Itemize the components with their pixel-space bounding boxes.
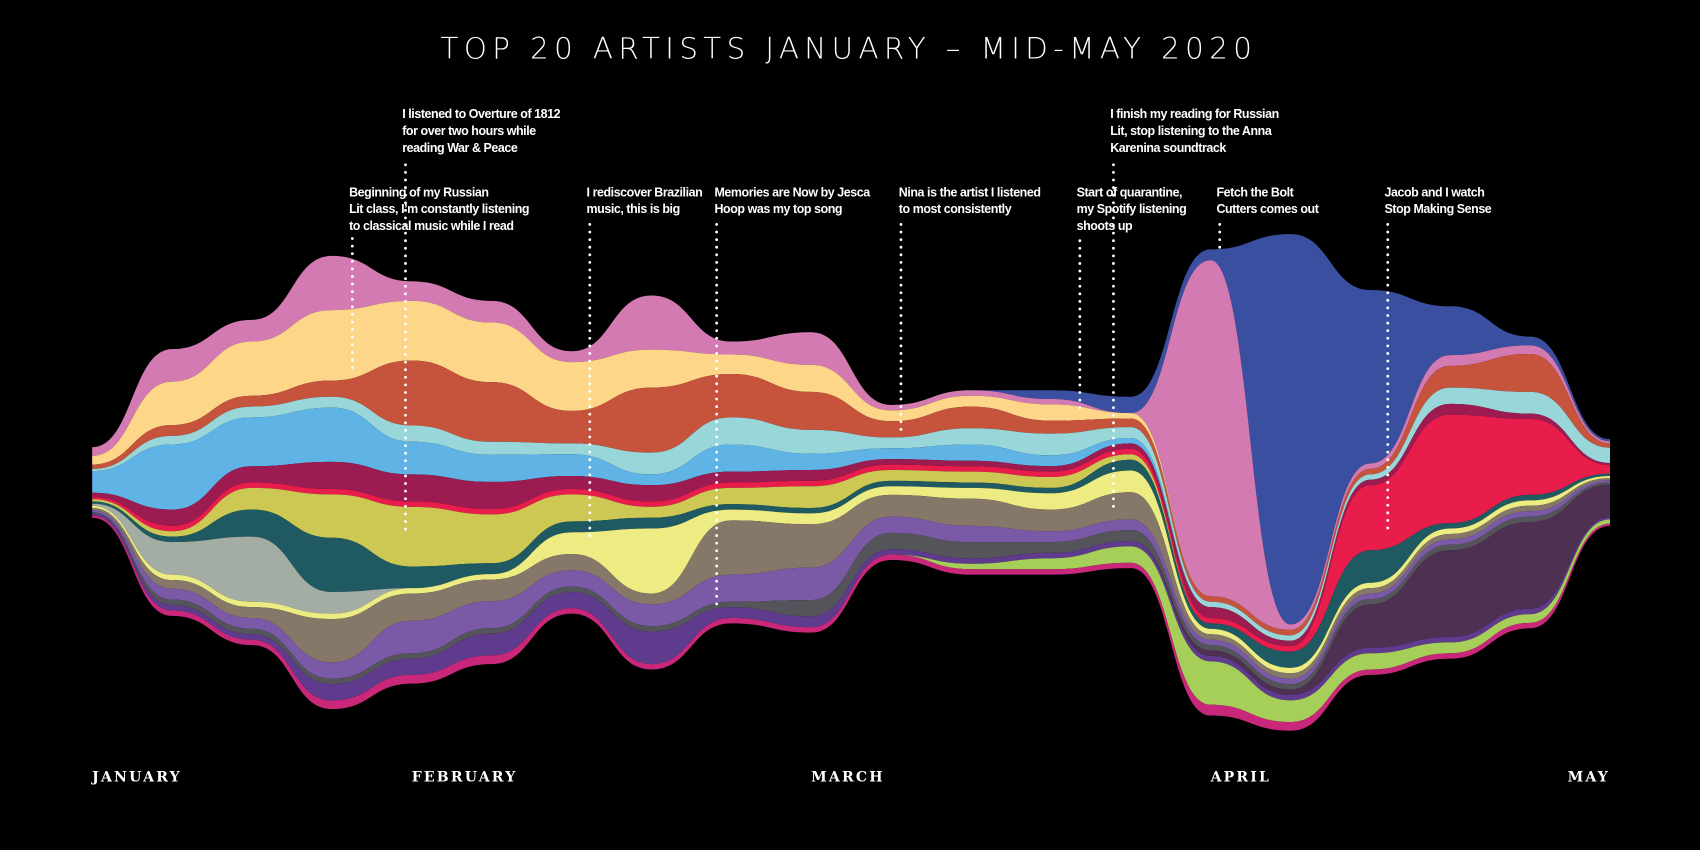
x-tick-label: MAY [1568, 769, 1610, 785]
annotation-text: Jacob and I watch [1385, 185, 1485, 199]
annotation-text: shoots up [1077, 219, 1133, 233]
annotation-text: Stop Making Sense [1385, 202, 1492, 216]
annotation-text: I rediscover Brazilian [587, 185, 703, 199]
annotation-text: Nina is the artist I listened [899, 185, 1041, 199]
annotation-text: for over two hours while [402, 124, 536, 138]
annotation-text: Start of quarantine, [1077, 185, 1183, 199]
annotation: I finish my reading for Russian Lit, stop… [1110, 107, 1279, 511]
annotation: I listened to Overture of 1812 for over t… [402, 107, 561, 533]
annotation: Jacob and I watch Stop Making Sense [1385, 185, 1492, 533]
annotation-text: my Spotify listening [1077, 202, 1187, 216]
annotation: Start of quarantine, my Spotify listening… [1077, 185, 1187, 412]
chart-title: TOP 20 ARTISTS JANUARY – MID-MAY 2020 [441, 31, 1258, 65]
annotation-text: to classical music while I read [349, 219, 513, 233]
annotation-text: Beginning of my Russian [349, 185, 488, 199]
x-tick-label: MARCH [811, 769, 885, 785]
stream-layer [92, 478, 1611, 679]
annotation-text: Lit class, I’m constantly listening [349, 202, 529, 216]
annotation-text: to most consistently [899, 202, 1012, 216]
annotation-text: reading War & Peace [402, 141, 518, 155]
annotation-text: Karenina soundtrack [1110, 141, 1226, 155]
x-tick-label: APRIL [1210, 769, 1272, 785]
x-tick-label: FEBRUARY [412, 769, 518, 785]
stream-layer [92, 454, 1611, 652]
stream-layer [92, 387, 1611, 641]
annotation: Nina is the artist I listened to most con… [899, 185, 1041, 436]
annotation-text: Hoop was my top song [714, 202, 842, 216]
stream-layer [92, 255, 1611, 630]
annotation: Beginning of my Russian Lit class, I’m co… [349, 185, 530, 376]
annotation: I rediscover Brazilian music, this is big [587, 185, 703, 544]
annotation-text: Memories are Now by Jesca [714, 185, 870, 199]
annotation: Memories are Now by Jesca Hoop was my top… [714, 185, 871, 609]
stream-layer [92, 515, 1611, 723]
stream-layer [92, 403, 1611, 641]
stream-layer [92, 353, 1611, 636]
annotation-text: Fetch the Bolt [1216, 185, 1293, 199]
annotation-text: music, this is big [587, 202, 680, 216]
annotation-text: I listened to Overture of 1812 [402, 107, 560, 121]
stream-layer [92, 234, 1611, 625]
x-tick-label: JANUARY [90, 769, 182, 785]
annotation: Fetch the Bolt Cutters comes out [1216, 185, 1319, 251]
annotation-text: Lit, stop listening to the Anna [1110, 124, 1272, 138]
annotation-text: I finish my reading for Russian [1110, 107, 1279, 121]
annotation-text: Cutters comes out [1216, 202, 1318, 216]
stream-layers [92, 234, 1611, 731]
stream-layer [92, 513, 1611, 701]
stream-layer [92, 414, 1611, 652]
